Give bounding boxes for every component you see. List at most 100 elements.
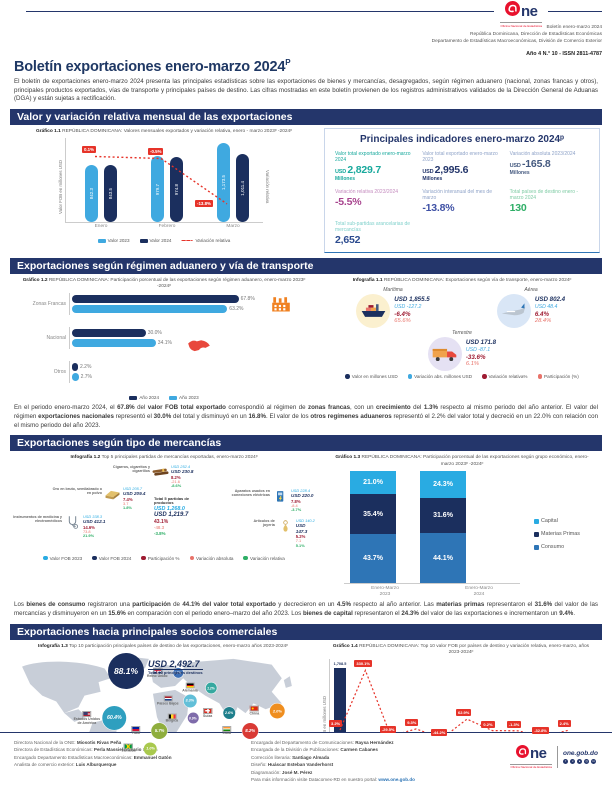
country-flag-wrap: India	[213, 725, 241, 736]
chart-tag: Gráfico 1.1	[35, 128, 61, 134]
text-run: del valor total exportado	[202, 601, 276, 609]
line-value-label: 9.3%	[405, 718, 419, 726]
bar-año-2024	[72, 295, 239, 304]
top10-share-badge: 88.1%	[108, 652, 144, 689]
text-run: registraron una	[85, 601, 133, 609]
legend-label: Participación (%)	[544, 374, 579, 380]
line-value-label: -1.3%	[506, 720, 522, 728]
credit-line: Analista de comercio exterior: Luis Albu…	[14, 761, 241, 769]
paragraph-regimen: En el periodo enero-marzo 2024, el 67.8%…	[14, 404, 598, 430]
indicator-item: Valor total exportado enero-marzo 2024 US…	[335, 151, 414, 182]
country-jm: Jamaica 1.0%	[115, 742, 158, 756]
plane-icon	[496, 294, 531, 329]
ht-flag-icon	[131, 725, 141, 732]
footer-logo: ne Oficina Nacional de Estadística one.g…	[488, 739, 598, 770]
text-run: representó el	[113, 412, 154, 420]
facebook-icon[interactable]: f	[562, 758, 569, 765]
color-swatch	[92, 555, 97, 561]
product-value: 43.1%	[154, 519, 169, 526]
transport-mode-row: USD 802.4 USD 48.4 6.4% 28.4%	[496, 294, 565, 329]
transport-value: 6.4%	[534, 310, 549, 318]
legend-item: Variación relativa	[243, 556, 285, 561]
hbar-pair: 2.2% 2.7%	[69, 361, 316, 384]
instagram-icon[interactable]: ◎	[583, 758, 590, 765]
grafico-1-3: Gráfico 1.3 REPÚBLICA DOMINICANA: Partic…	[324, 454, 600, 597]
country-us: Estados Unidos de América 60.4%	[73, 706, 127, 731]
footer-site[interactable]: one.gob.do	[562, 749, 598, 757]
infografia-1-2: Infografía 1.2 Top 5 principales partida…	[12, 454, 316, 597]
medical-icon	[64, 515, 81, 534]
chart-tag: Infografía 1.3	[38, 643, 68, 649]
country-flag-wrap: Jamaica	[115, 743, 143, 753]
one-logo-text: ne	[529, 745, 547, 763]
product-value: USD 140.2	[295, 517, 315, 523]
linkedin-icon[interactable]: in	[590, 758, 597, 765]
portal-link[interactable]: www.one.gob.do	[378, 777, 415, 783]
x-axis-label-line: 2023	[379, 591, 391, 597]
credit-name: Miosotis Rivas Peña	[76, 739, 122, 745]
product-value: -8.4	[291, 502, 298, 508]
credit-name: Luis Alburquerque	[75, 762, 117, 768]
infografia-1-2-title: Infografía 1.2 Top 5 principales partida…	[18, 455, 310, 461]
country-gb: Reino Unido 0.7%	[143, 667, 183, 679]
ch-flag-icon	[203, 708, 213, 715]
credits-left: Directora Nacional de la ONE: Miosotis R…	[14, 739, 241, 769]
x-icon[interactable]: x	[569, 758, 576, 765]
country-share-bubble: 3.3%	[183, 694, 197, 708]
legend-item: Valor 2023	[97, 238, 130, 243]
chart-title-text: Top 10 participación principales países …	[69, 643, 288, 649]
product-value: -48.3	[154, 525, 165, 531]
text-run: del	[410, 404, 424, 412]
text-run: bienes de consumo	[26, 601, 86, 609]
country-share-bubble: 1.0%	[144, 742, 158, 756]
bar-valor-2023: 1,173.5	[217, 143, 230, 223]
transport-value: 28.4%	[534, 318, 552, 325]
one-logo-footer: ne Oficina Nacional de Estadística	[510, 744, 552, 770]
color-swatch	[534, 518, 540, 524]
country-name: Alemania	[182, 688, 198, 693]
chart-tag: Gráfico 1.4	[332, 643, 358, 649]
grafico-1-2-legend: Año 2024 Año 2023	[12, 395, 316, 400]
indicator-value: USD 2,829.7	[335, 163, 381, 176]
product-value: 8.2%	[171, 474, 181, 480]
text-run: 9.4%	[559, 609, 574, 617]
transport-mode-aérea: Aérea USD 802.4 USD 48.4 6.4% 28.4%	[462, 287, 600, 329]
section-header-valor-variacion: Valor y variación relativa mensual de la…	[10, 108, 602, 125]
header-rule	[26, 11, 602, 13]
product-values: Total 5 partidas de productos USD 1,268.0…	[154, 496, 198, 536]
color-swatch	[141, 555, 146, 561]
grafico-1-2-title: Gráfico 1.2 REPÚBLICA DOMINICANA: Partic…	[18, 278, 310, 290]
transport-mode-terrestre: Terrestre USD 171.8 USD -87.1 -33.6% 6.1%	[324, 330, 600, 372]
be-flag-icon	[167, 713, 177, 720]
indicator-value: USD 2,995.6	[422, 163, 469, 176]
indicator-label: Valor total exportado enero-marzo 2024	[335, 150, 411, 163]
indicator-label: Variación interanual del mes de marzo	[422, 188, 492, 201]
legend-item: Consumo	[534, 544, 580, 550]
legend-item: Valor FOB 2023	[43, 556, 82, 561]
bar-valor-2023: 979.7	[151, 156, 164, 223]
transport-mode-row: USD 171.8 USD -87.1 -33.6% 6.1%	[427, 337, 496, 372]
text-run: del	[134, 404, 148, 412]
factory-icon	[270, 295, 292, 318]
products-legend: Valor FOB 2023 Valor FOB 2024 Participació…	[12, 556, 316, 561]
text-run: representó el 2.2% del valor total y dec…	[14, 412, 599, 429]
indicator-value: USD -165.8	[509, 157, 551, 170]
indicator-item: Variación absoluta 2023/2024 USD -165.8 Mi…	[510, 151, 589, 182]
chart-title-text: REPÚBLICA DOMINICANA: Exportaciones segú…	[383, 277, 572, 283]
product-values: USD 338.3 USD 412.1 14.6% 73.8 21.9%	[83, 514, 105, 540]
line-value-label: 0.1%	[82, 145, 97, 153]
hbar-group: Zonas Francas 67.8% 63.2%	[18, 293, 316, 316]
grafico-1-2: Gráfico 1.2 REPÚBLICA DOMINICANA: Partic…	[12, 277, 316, 400]
country-share-bubble: 5.7%	[151, 722, 168, 739]
one-logo-tagline: Oficina Nacional de Estadística	[510, 763, 552, 770]
section-header-regimen-transporte: Exportaciones según régimen aduanero y v…	[10, 257, 602, 274]
text-run: del valor de las mercancías y disminuyer…	[14, 601, 599, 617]
product-value: 73.8	[83, 528, 91, 534]
youtube-icon[interactable]: ▸	[576, 758, 583, 765]
legend-item: Valor en millones USD	[345, 374, 398, 379]
page-footer: Directora Nacional de la ONE: Miosotis R…	[0, 731, 612, 792]
bar-value-label: 2.2%	[80, 364, 92, 371]
x-axis-label: Febrero	[158, 224, 176, 230]
country-flag-wrap: Bélgica	[158, 713, 186, 723]
section-header-socios-comerciales: Exportaciones hacia principales socios c…	[10, 623, 602, 640]
